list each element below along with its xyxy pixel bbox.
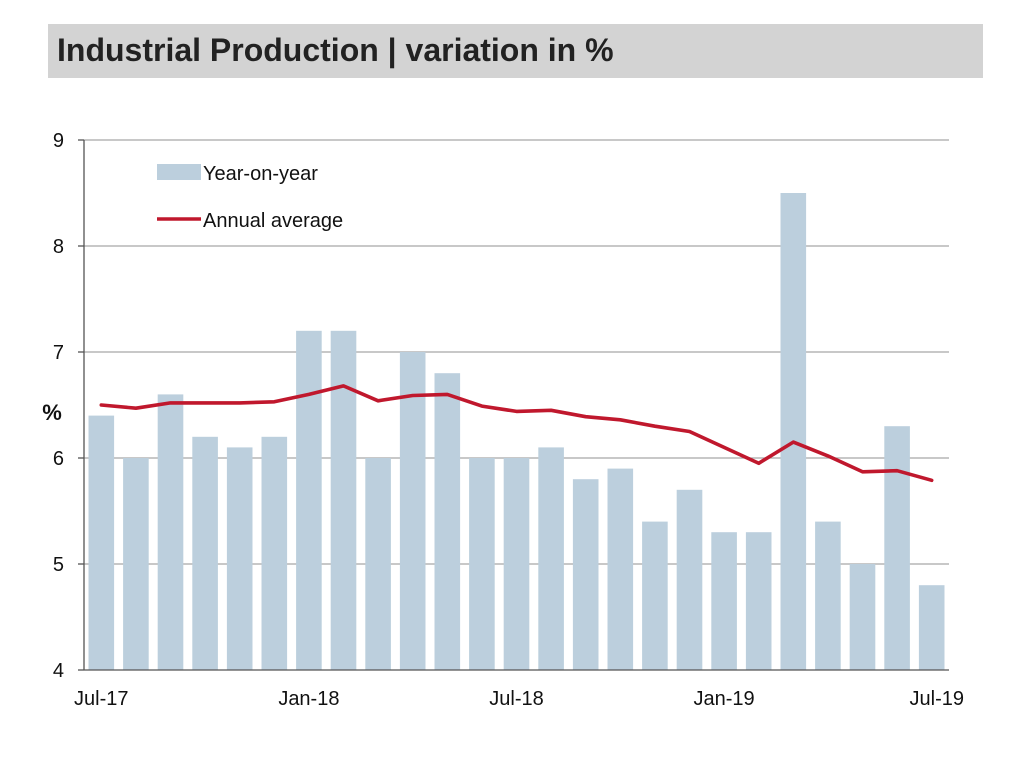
legend-swatch-year-on-year	[157, 164, 201, 180]
x-tick-label: Jul-19	[910, 688, 964, 710]
x-tick-label: Jan-18	[278, 688, 339, 710]
bar	[88, 415, 115, 670]
legend-label-year-on-year: Year-on-year	[203, 163, 318, 185]
bar	[538, 447, 564, 670]
bar	[330, 330, 357, 670]
bar	[192, 436, 218, 670]
bar	[745, 532, 772, 670]
bar	[607, 468, 634, 670]
bar	[642, 521, 668, 670]
bar	[365, 458, 391, 670]
y-tick-label: 4	[53, 660, 64, 682]
bar	[399, 352, 426, 670]
y-axis-label: %	[42, 400, 62, 425]
x-tick-label: Jul-17	[74, 688, 128, 710]
bar	[676, 489, 703, 670]
title-bar: Industrial Production | variation in %	[48, 24, 983, 78]
line-series-annual-average	[99, 384, 934, 483]
bar	[572, 479, 599, 670]
y-tick-label: 9	[53, 130, 64, 152]
bar	[780, 193, 807, 670]
bar	[434, 373, 461, 670]
y-tick-label: 8	[53, 236, 64, 258]
bar	[226, 447, 253, 670]
chart-title: Industrial Production | variation in %	[57, 32, 614, 68]
y-tick-label: 7	[53, 342, 64, 364]
bar	[503, 458, 530, 670]
bar	[711, 532, 737, 670]
bar	[296, 330, 322, 670]
bar	[469, 458, 495, 670]
x-tick-label: Jan-19	[694, 688, 755, 710]
legend-label-annual-average: Annual average	[203, 210, 343, 232]
y-tick-label: 6	[53, 448, 64, 470]
x-tick-label: Jul-18	[489, 688, 543, 710]
bar	[918, 585, 945, 670]
bar	[261, 436, 288, 670]
bar	[123, 458, 149, 670]
y-tick-label: 5	[53, 554, 64, 576]
bar	[849, 564, 876, 670]
bar	[884, 426, 910, 670]
bar	[815, 521, 841, 670]
bar	[157, 394, 184, 670]
